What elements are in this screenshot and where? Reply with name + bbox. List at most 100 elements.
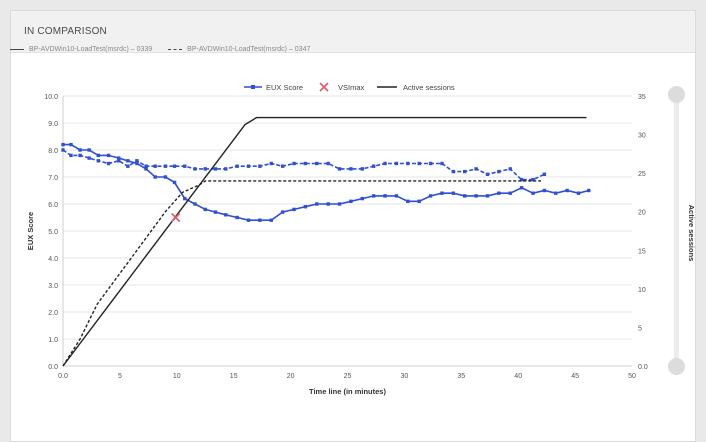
data-point xyxy=(87,148,91,152)
comparison-run-label: BP-AVDWin10-LoadTest(msrdc) – 0339 xyxy=(29,46,153,53)
y-tick-label: 0.0 xyxy=(48,364,58,371)
data-point xyxy=(258,164,262,168)
y2-tick-label: 5 xyxy=(638,325,642,332)
legend-eux-label: EUX Score xyxy=(266,83,303,92)
y-tick-label: 5.0 xyxy=(48,229,58,236)
data-point xyxy=(246,164,251,168)
x-tick-label: 30 xyxy=(401,373,409,380)
data-point xyxy=(497,169,501,174)
x-tick-label: 0.0 xyxy=(58,373,68,380)
y-tick-label: 4.0 xyxy=(48,256,58,263)
legend-vsimax-swatch xyxy=(319,82,329,92)
data-point xyxy=(78,153,82,158)
data-point xyxy=(96,159,100,163)
y2-tick-label: 0.0 xyxy=(638,364,648,371)
data-point xyxy=(440,161,444,166)
x-tick-label: 15 xyxy=(230,373,238,380)
data-point xyxy=(428,161,433,166)
y-tick-label: 9.0 xyxy=(48,121,58,128)
data-point xyxy=(172,164,177,168)
y-tick-label: 6.0 xyxy=(48,202,58,209)
data-point xyxy=(269,161,273,166)
data-point xyxy=(153,164,157,168)
panel-title: IN COMPARISON xyxy=(24,26,107,37)
data-point xyxy=(213,167,218,171)
x-tick-label: 45 xyxy=(571,373,579,380)
data-point xyxy=(508,191,512,195)
y-tick-label: 3.0 xyxy=(48,283,58,290)
data-point xyxy=(383,161,387,166)
x-tick-label: 20 xyxy=(287,373,295,380)
panel-header: IN COMPARISON xyxy=(11,11,695,53)
data-point xyxy=(508,167,512,171)
solid-line-swatch xyxy=(10,48,24,50)
data-point xyxy=(303,161,308,166)
data-point xyxy=(417,161,421,166)
data-point xyxy=(163,164,168,168)
data-point xyxy=(451,191,456,195)
data-point xyxy=(106,161,111,166)
y-tick-label: 7.0 xyxy=(48,175,58,182)
data-point xyxy=(531,178,535,182)
data-point xyxy=(224,167,228,171)
zoom-slider-top-handle[interactable] xyxy=(668,86,685,103)
legend-vsimax-label: VSImax xyxy=(338,83,365,92)
data-point xyxy=(203,167,207,171)
data-point xyxy=(183,196,187,201)
data-point xyxy=(383,194,387,198)
legend-sessions-label: Active sessions xyxy=(403,83,455,92)
data-point xyxy=(485,194,490,198)
data-point xyxy=(542,172,547,176)
data-point xyxy=(163,175,168,179)
x-tick-label: 50 xyxy=(628,373,636,380)
data-point xyxy=(394,161,399,166)
data-point xyxy=(565,188,569,193)
data-point xyxy=(371,194,376,198)
data-point xyxy=(315,161,319,166)
data-point xyxy=(303,205,308,209)
data-point xyxy=(554,191,558,195)
x-axis-label: Time line (in minutes) xyxy=(309,387,386,396)
zoom-slider-bottom-handle[interactable] xyxy=(668,358,685,375)
x-tick-label: 5 xyxy=(118,373,122,380)
data-point xyxy=(406,199,410,203)
zoom-slider-track[interactable] xyxy=(674,88,679,370)
data-point xyxy=(292,207,296,212)
y2-tick-label: 10 xyxy=(638,287,646,294)
x-tick-label: 40 xyxy=(514,373,522,380)
data-point xyxy=(126,164,130,168)
data-point xyxy=(224,213,228,217)
y-tick-label: 1.0 xyxy=(48,337,58,344)
x-tick-label: 10 xyxy=(173,373,181,380)
data-point xyxy=(269,218,273,222)
x-tick-label: 35 xyxy=(457,373,465,380)
data-point xyxy=(280,210,285,214)
data-point xyxy=(326,161,330,166)
comparison-run-0339[interactable]: BP-AVDWin10-LoadTest(msrdc) – 0339 xyxy=(10,46,152,53)
data-point xyxy=(61,142,65,147)
comparison-panel: IN COMPARISON xyxy=(10,10,696,442)
y2-tick-label: 20 xyxy=(638,210,646,217)
data-point xyxy=(292,161,296,166)
comparison-run-0347[interactable]: BP-AVDWin10-LoadTest(msrdc) – 0347 xyxy=(168,46,310,53)
comparison-legend: BP-AVDWin10-LoadTest(msrdc) – 0339 BP-AV… xyxy=(10,46,324,53)
data-point xyxy=(135,159,139,163)
data-point xyxy=(519,186,524,190)
data-point xyxy=(360,196,364,201)
data-point xyxy=(213,210,218,214)
data-point xyxy=(280,164,285,168)
data-point xyxy=(144,164,148,168)
legend-eux-marker xyxy=(251,85,255,89)
data-point xyxy=(172,180,177,185)
data-point xyxy=(117,159,121,163)
dashed-line-swatch xyxy=(168,48,183,50)
data-point xyxy=(117,156,121,160)
data-point xyxy=(485,172,490,176)
data-point xyxy=(69,142,73,147)
data-point xyxy=(193,202,197,206)
y-axis-label: EUX Score xyxy=(26,212,35,250)
y2-tick-label: 35 xyxy=(638,94,646,101)
data-point xyxy=(326,202,330,206)
data-point xyxy=(315,202,319,206)
